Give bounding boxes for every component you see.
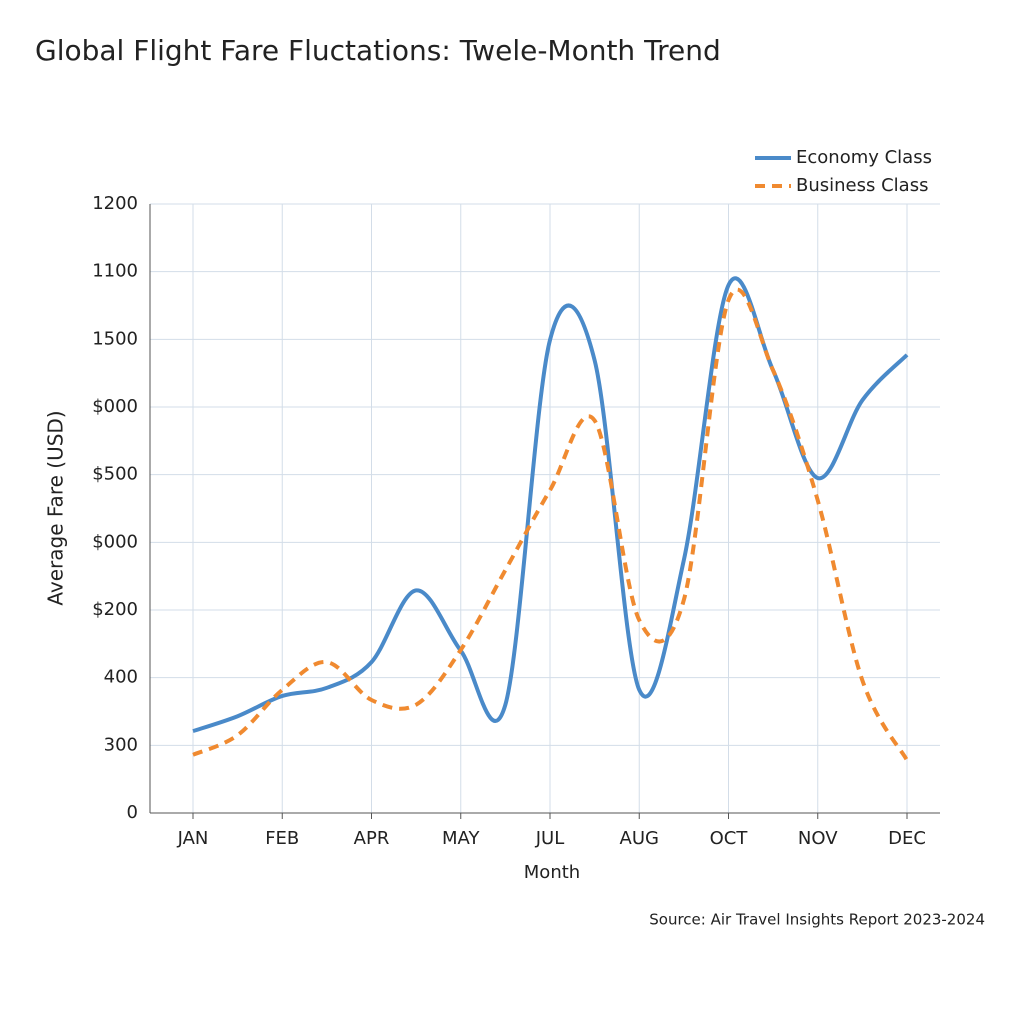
x-tick-label: APR <box>354 828 390 849</box>
chart-title: Global Flight Fare Fluctations: Twele-Mo… <box>35 34 721 67</box>
x-tick-label: JUL <box>535 828 565 849</box>
x-tick-label: AUG <box>620 828 659 849</box>
y-tick-label: 1500 <box>92 328 138 349</box>
x-axis-label: Month <box>524 862 580 883</box>
legend-label: Economy Class <box>796 147 932 168</box>
y-tick-label: $500 <box>92 464 138 485</box>
y-tick-label: 0 <box>127 802 138 823</box>
legend-label: Business Class <box>796 175 928 196</box>
x-tick-label: OCT <box>710 828 749 849</box>
x-tick-label: JAN <box>177 828 209 849</box>
x-tick-label: FEB <box>265 828 299 849</box>
x-tick-label: MAY <box>442 828 480 849</box>
y-tick-label: $200 <box>92 599 138 620</box>
y-tick-label: 300 <box>104 734 138 755</box>
y-tick-label: 1100 <box>92 261 138 282</box>
x-tick-label: NOV <box>798 828 838 849</box>
source-note: Source: Air Travel Insights Report 2023-… <box>649 911 985 929</box>
series-line <box>192 287 909 762</box>
y-tick-label: $000 <box>92 531 138 552</box>
x-tick-label: DEC <box>888 828 926 849</box>
y-tick-label: 1200 <box>92 193 138 214</box>
y-tick-label: $000 <box>92 396 138 417</box>
y-axis-label: Average Fare (USD) <box>44 410 68 605</box>
y-tick-label: 400 <box>104 667 138 688</box>
